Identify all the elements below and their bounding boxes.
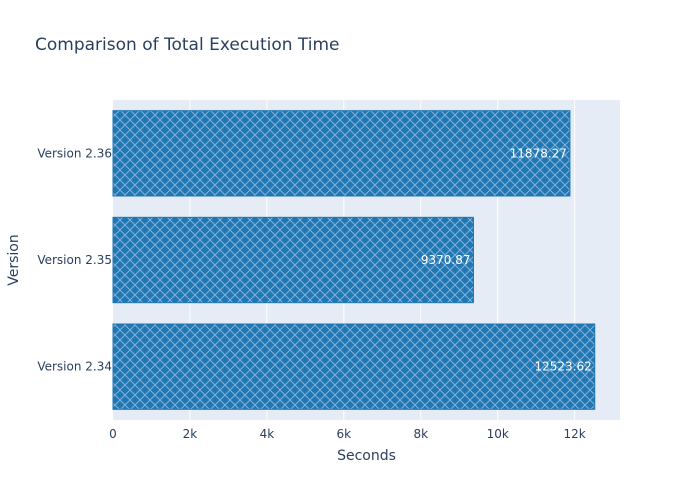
chart-title: Comparison of Total Execution Time [35, 35, 340, 55]
x-axis-ticks: 0 2k 4k 6k 8k 10k 12k [109, 427, 586, 441]
bar-labels: 12523.62 9370.87 11878.27 [421, 146, 592, 373]
x-axis-title: Seconds [337, 448, 396, 464]
bar-value-label: 12523.62 [534, 360, 591, 374]
x-tick-label: 0 [109, 427, 117, 441]
bar [112, 323, 596, 410]
x-tick-label: 10k [487, 427, 509, 441]
y-axis-ticks: Version 2.34 Version 2.35 Version 2.36 [37, 146, 112, 373]
x-tick-label: 4k [260, 427, 275, 441]
bar-value-label: 9370.87 [421, 253, 471, 267]
bars [112, 110, 596, 410]
bar [112, 216, 474, 304]
x-tick-label: 6k [337, 427, 352, 441]
y-axis-title: Version [6, 234, 22, 285]
bar [112, 110, 571, 197]
bar-value-label: 11878.27 [510, 146, 567, 160]
y-tick-label: Version 2.36 [37, 146, 112, 160]
x-tick-label: 2k [183, 427, 198, 441]
x-tick-label: 8k [413, 427, 428, 441]
y-tick-label: Version 2.34 [37, 360, 112, 374]
y-tick-label: Version 2.35 [37, 253, 112, 267]
x-tick-label: 12k [563, 427, 585, 441]
